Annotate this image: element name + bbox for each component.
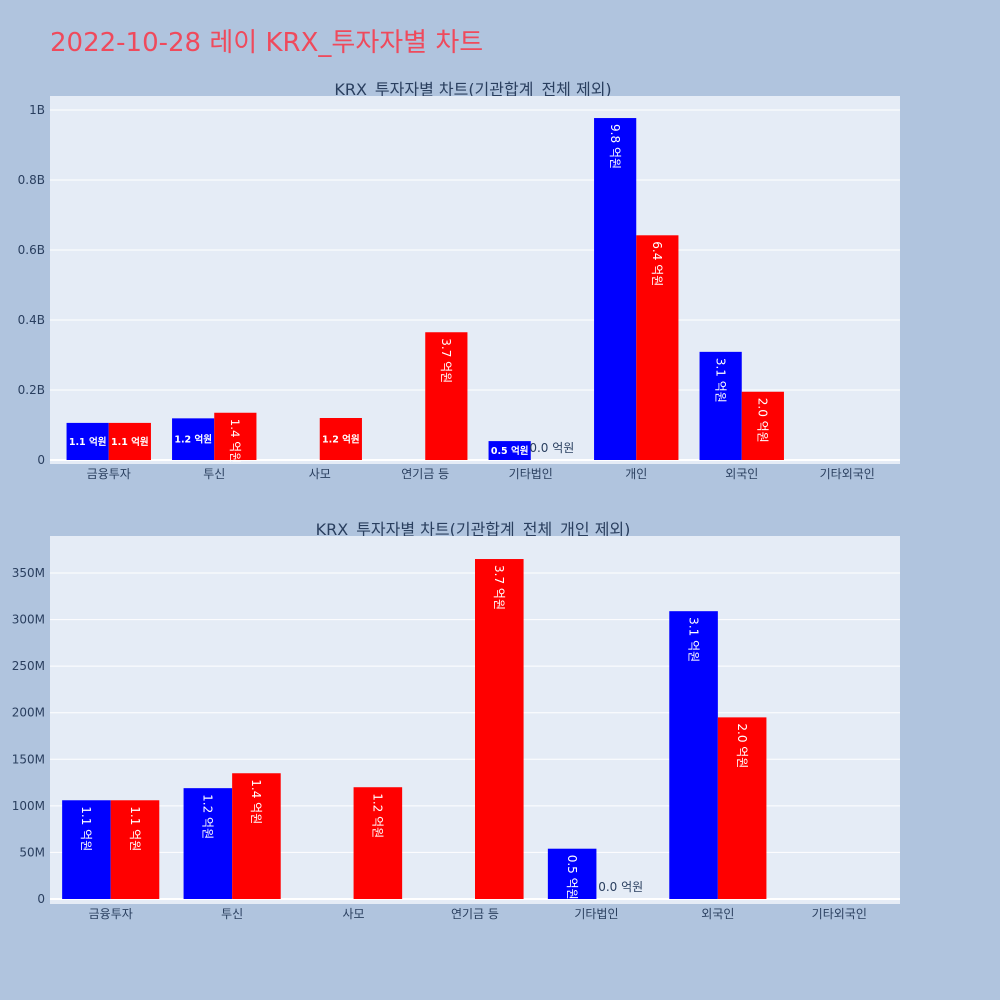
chart-2-data-label: 0.0 억원 xyxy=(598,880,643,894)
chart-1-data-label: 2.0 억원 xyxy=(756,398,770,443)
chart-1-data-label: 0.5 억원 xyxy=(491,445,529,457)
chart-1-data-label: 1.1 억원 xyxy=(111,436,149,448)
chart-2-bar xyxy=(717,717,767,899)
chart-1-x-tick-label: 개인 xyxy=(625,467,647,481)
chart-2-data-label: 1.4 억원 xyxy=(249,779,263,824)
chart-1-bar xyxy=(214,412,257,460)
chart-2-y-tick-label: 200M xyxy=(12,706,45,720)
chart-2-data-label: 2.0 억원 xyxy=(735,723,749,768)
chart-2-data-label: 3.1 억원 xyxy=(686,617,700,662)
chart-2-y-tick-label: 50M xyxy=(19,845,45,859)
chart-2-data-label: 1.1 억원 xyxy=(79,806,93,851)
chart-2-y-tick-label: 300M xyxy=(12,613,45,627)
chart-1-y-tick-label: 1B xyxy=(29,103,45,117)
chart-1-bar xyxy=(172,418,215,460)
chart-2-data-label: 1.1 억원 xyxy=(128,806,142,851)
chart-2-x-tick-label: 투신 xyxy=(221,907,243,921)
chart-2-bar xyxy=(232,773,281,899)
chart-2-y-tick-label: 250M xyxy=(12,659,45,673)
chart-1-x-tick-label: 사모 xyxy=(309,467,331,481)
chart-2-bar xyxy=(353,787,403,899)
chart-1-data-label: 0.0 억원 xyxy=(529,441,574,455)
chart-1-data-label: 3.7 억원 xyxy=(439,338,453,383)
chart-1-data-label: 1.1 억원 xyxy=(69,436,107,448)
chart-1-y-tick-label: 0.4B xyxy=(18,313,45,327)
chart-1-data-label: 1.2 억원 xyxy=(322,434,360,446)
chart-2-bar xyxy=(547,848,597,899)
chart-2-bar xyxy=(183,788,233,899)
chart-1-bar xyxy=(319,418,362,460)
chart-1-bar xyxy=(741,391,784,460)
chart-2-x-tick-label: 사모 xyxy=(343,907,365,921)
chart-2-x-tick-label: 연기금 등 xyxy=(451,907,499,921)
chart-1-bar xyxy=(594,118,637,461)
chart-1-bar xyxy=(66,422,109,460)
chart-2-y-tick-label: 0 xyxy=(37,892,45,906)
chart-1-x-tick-label: 기타외국인 xyxy=(820,467,875,481)
chart-1-x-tick-label: 투신 xyxy=(203,467,225,481)
chart-2-x-tick-label: 금융투자 xyxy=(89,907,133,921)
chart-2-bar xyxy=(475,559,524,899)
chart-1-x-tick-label: 기타법인 xyxy=(509,467,553,481)
chart-2-y-tick-label: 150M xyxy=(12,752,45,766)
chart-1-bar xyxy=(699,351,742,460)
chart-2-data-label: 3.7 억원 xyxy=(492,565,506,610)
chart-1-x-tick-label: 외국인 xyxy=(725,467,758,481)
chart-2-x-tick-label: 기타외국인 xyxy=(812,907,867,921)
chart-1-y-tick-label: 0 xyxy=(37,453,45,467)
chart-1-bar xyxy=(488,441,531,460)
chart-1-data-label: 6.4 억원 xyxy=(650,241,664,286)
chart-2-data-label: 1.2 억원 xyxy=(201,794,215,839)
chart-1-data-label: 3.1 억원 xyxy=(713,358,727,403)
chart-2-bar xyxy=(669,611,718,899)
chart-1-data-label: 1.2 억원 xyxy=(174,434,212,446)
chart-2-data-label: 1.2 억원 xyxy=(371,793,385,838)
page-title: 2022-10-28 레이 KRX_투자자별 차트 xyxy=(50,28,484,58)
chart-2-data-label: 0.5 억원 xyxy=(565,855,579,900)
chart-1-data-label: 9.8 억원 xyxy=(608,124,622,169)
chart-1-bar xyxy=(108,422,151,460)
chart-1-y-tick-label: 0.8B xyxy=(18,173,45,187)
chart-2-x-tick-label: 기타법인 xyxy=(574,907,618,921)
chart-1-bar xyxy=(425,332,468,460)
chart-1-bar xyxy=(636,235,679,460)
chart-1-y-tick-label: 0.2B xyxy=(18,383,45,397)
chart-2-plot: 0 50M 100M 150M 200M 250M 300M 350M 금융투자 1.1 억원 1.… xyxy=(12,536,900,921)
chart-1-x-tick-label: 연기금 등 xyxy=(401,467,449,481)
chart-2-x-tick-label: 외국인 xyxy=(701,907,734,921)
chart-2-title: KRX_투자자별 차트(기관합계_전체_개인 제외) xyxy=(316,520,631,540)
chart-2-bar xyxy=(110,800,160,899)
chart-1-x-tick-label: 금융투자 xyxy=(87,467,131,481)
chart-1-y-tick-label: 0.6B xyxy=(18,243,45,257)
chart-2-y-tick-label: 100M xyxy=(12,799,45,813)
chart-2-y-tick-label: 350M xyxy=(12,566,45,580)
chart-2-bar xyxy=(62,800,111,899)
chart-1-data-label: 1.4 억원 xyxy=(228,419,242,463)
chart-1-title: KRX_투자자별 차트(기관합계_전체 제외) xyxy=(334,80,611,100)
